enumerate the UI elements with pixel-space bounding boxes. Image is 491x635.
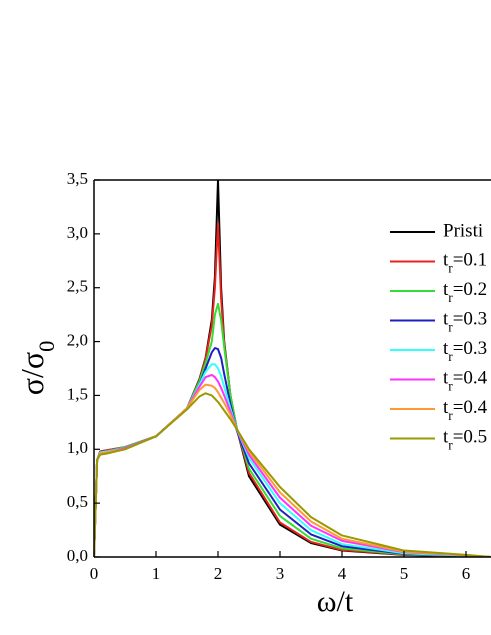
legend-label: tr=0.4 — [443, 368, 488, 393]
y-tick-label: 3,5 — [67, 169, 88, 188]
x-tick-label: 3 — [276, 564, 285, 583]
y-tick-label: 2,0 — [67, 330, 88, 349]
x-tick-label: 5 — [400, 564, 409, 583]
legend-label: tr=0.5 — [443, 427, 487, 452]
series-line — [94, 392, 491, 557]
legend-label: tr=0.2 — [443, 279, 487, 304]
legend-label: tr=0.3 — [443, 309, 487, 334]
x-tick-label: 4 — [338, 564, 347, 583]
y-tick-label: 1,0 — [67, 438, 88, 457]
legend-label: Pristi — [443, 220, 483, 241]
x-tick-label: 2 — [214, 564, 223, 583]
y-tick-label: 3,0 — [67, 223, 88, 242]
y-axis-title: σ/σ0 — [14, 341, 58, 396]
x-axis-title: ω/t — [317, 585, 354, 618]
series-line — [94, 180, 491, 557]
legend-label: tr=0.1 — [443, 250, 487, 275]
series-line — [94, 363, 491, 557]
legend-label: tr=0.3 — [443, 338, 487, 363]
legend-label: tr=0.4 — [443, 397, 488, 422]
y-tick-label: 0,0 — [67, 546, 88, 565]
y-tick-label: 1,5 — [67, 384, 88, 403]
x-tick-label: 1 — [152, 564, 161, 583]
x-tick-label: 6 — [462, 564, 471, 583]
x-tick-label: 0 — [90, 564, 99, 583]
series-line — [94, 222, 491, 557]
y-tick-label: 0,5 — [67, 492, 88, 511]
plot-area — [94, 180, 491, 557]
y-tick-label: 2,5 — [67, 277, 88, 296]
